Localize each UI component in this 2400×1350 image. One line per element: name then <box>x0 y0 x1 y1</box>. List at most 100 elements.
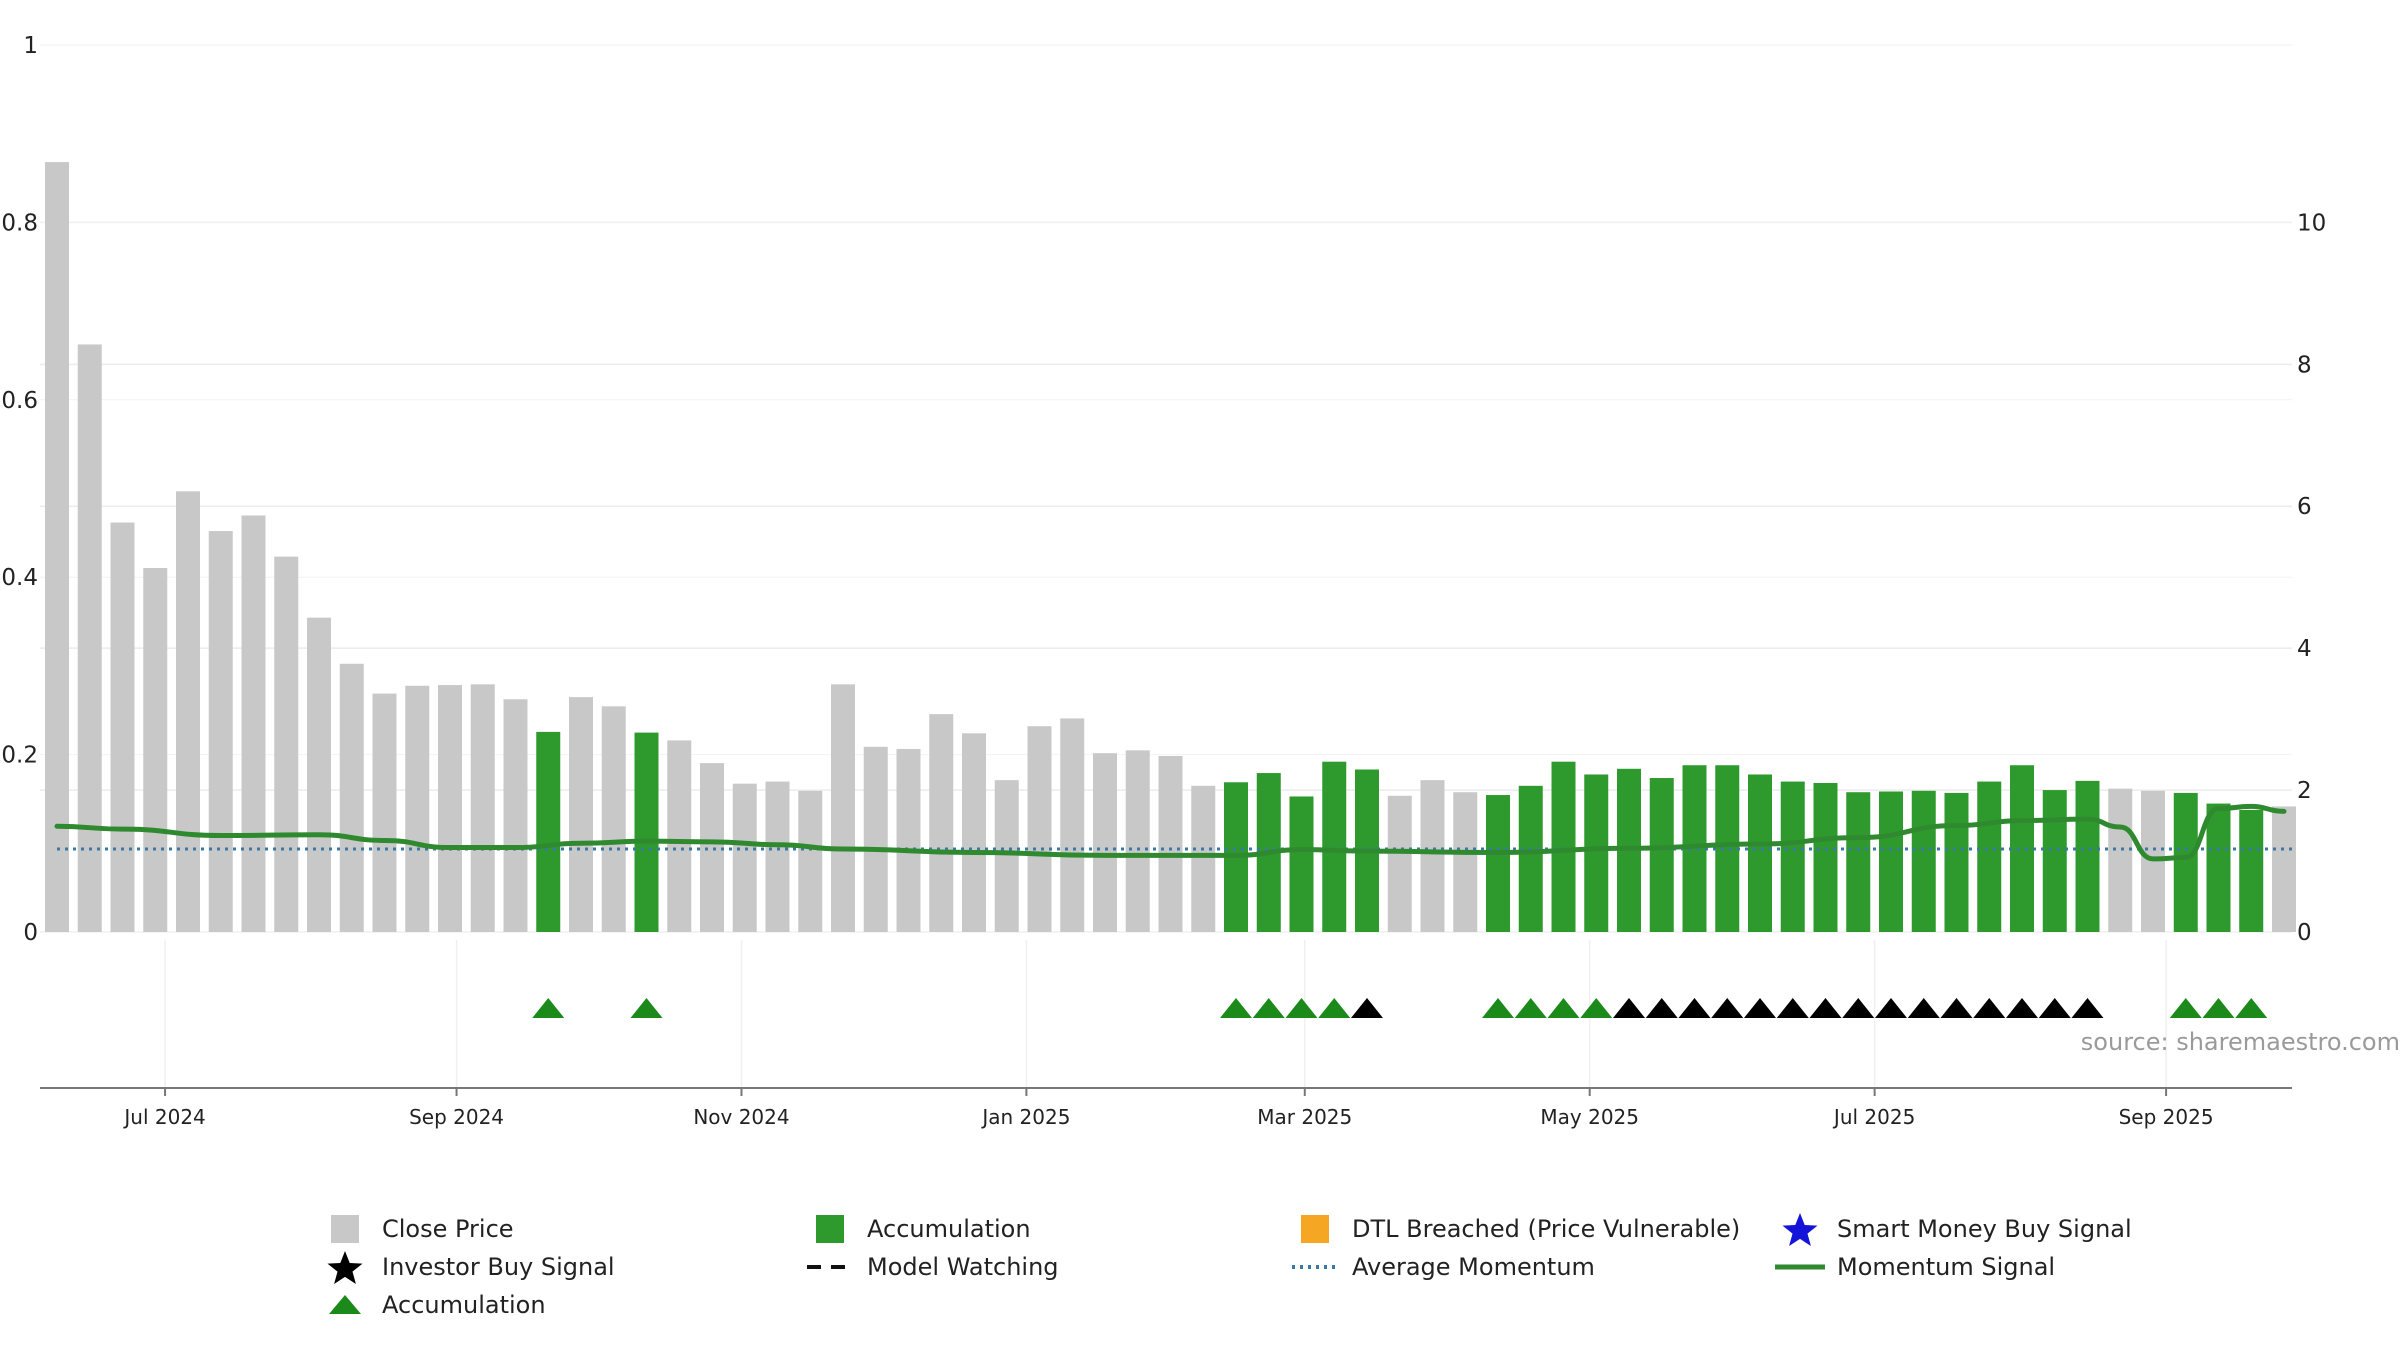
accumulation-bar <box>1780 781 1805 932</box>
investor-buy-marker <box>2038 998 2071 1018</box>
investor-buy-marker <box>1351 998 1383 1018</box>
investor-buy-marker <box>1940 998 1973 1018</box>
accumulation-bar <box>1944 792 1969 932</box>
close-price-bar <box>45 162 69 933</box>
accumulation-bar <box>2075 780 2100 932</box>
right-tick-label: 2 <box>2297 778 2312 804</box>
close-price-bar <box>470 684 495 932</box>
accumulation-bar <box>1748 774 1772 932</box>
legend-label: Smart Money Buy Signal <box>1837 1215 2132 1243</box>
close-price-bar <box>863 746 888 932</box>
accumulation-marker <box>1547 998 1580 1018</box>
legend-label: Close Price <box>382 1215 514 1243</box>
accumulation-marker <box>1252 998 1285 1018</box>
accumulation-bar <box>2173 792 2198 932</box>
investor-buy-marker <box>1711 998 1744 1018</box>
close-price-bar <box>896 748 921 932</box>
legend-item: Accumulation <box>320 1286 805 1324</box>
accumulation-bar <box>2042 790 2067 932</box>
legend-symbol-star-black <box>320 1249 370 1285</box>
legend-symbol-square-orange <box>1290 1211 1340 1247</box>
accumulation-marker <box>2235 998 2268 1018</box>
investor-buy-marker <box>1744 998 1776 1018</box>
accumulation-marker <box>1220 998 1252 1018</box>
close-price-bar <box>1191 785 1216 932</box>
accumulation-bar <box>1846 792 1871 932</box>
close-price-bar <box>1453 792 1478 932</box>
source-label: source: sharemaestro.com <box>2081 1028 2400 1056</box>
right-tick-label: 0 <box>2297 920 2312 946</box>
accumulation-bar <box>1584 774 1609 932</box>
legend-symbol-line-green <box>1775 1249 1825 1285</box>
axes: Jul 2024 Sep 2024 Nov 2024 Jan 2025 Mar 2025… <box>1 33 2326 1129</box>
close-price-bar <box>372 693 397 932</box>
close-price-bar <box>1387 795 1412 932</box>
investor-buy-marker <box>1875 998 1907 1018</box>
accumulation-bar <box>634 732 659 932</box>
accumulation-marker <box>1285 998 1318 1018</box>
accumulation-bar <box>2206 803 2231 932</box>
accumulation-marker <box>1318 998 1351 1018</box>
left-tick-label: 1 <box>23 33 38 59</box>
legend-symbol-dotted-blue <box>1290 1249 1340 1285</box>
close-price-bar <box>77 344 102 933</box>
legend-symbol-square-green <box>805 1211 855 1247</box>
close-price-bar <box>601 706 626 932</box>
left-tick-label: 0.4 <box>1 565 38 591</box>
legend-item: Close Price <box>320 1210 805 1248</box>
legend-label: Model Watching <box>867 1253 1059 1281</box>
legend-item: Momentum Signal <box>1775 1248 2200 1286</box>
close-price-bar <box>732 783 757 932</box>
x-tick-label: Mar 2025 <box>1257 1105 1352 1129</box>
close-price-bar <box>962 733 986 932</box>
close-price-bar <box>569 697 593 932</box>
close-price-bar <box>1420 780 1445 932</box>
x-tick-label: Sep 2024 <box>409 1105 504 1129</box>
legend-symbol-star-blue <box>1775 1211 1825 1247</box>
close-price-bar <box>765 781 790 932</box>
accumulation-marker <box>630 998 663 1018</box>
close-price-bar <box>994 780 1019 932</box>
investor-buy-marker <box>2071 998 2104 1018</box>
close-price-bar <box>700 763 724 932</box>
price-bars <box>45 162 2296 933</box>
accumulation-marker <box>1580 998 1613 1018</box>
investor-buy-marker <box>1613 998 1645 1018</box>
accumulation-bar <box>1551 761 1576 932</box>
accumulation-bar <box>1977 781 2002 932</box>
momentum-signal-line <box>54 803 2287 862</box>
legend-item: Smart Money Buy Signal <box>1775 1210 2200 1248</box>
close-price-bar <box>143 567 168 932</box>
close-price-bar <box>798 790 823 932</box>
legend-label: Average Momentum <box>1352 1253 1595 1281</box>
momentum-lines <box>54 803 2296 862</box>
x-tick-label: Nov 2024 <box>693 1105 789 1129</box>
close-price-bar <box>1158 756 1183 932</box>
accumulation-marker <box>1482 998 1514 1018</box>
accumulation-bar <box>1322 761 1347 932</box>
accumulation-bar <box>1649 778 1674 932</box>
left-tick-label: 0.8 <box>1 210 38 236</box>
legend-label: Accumulation <box>867 1215 1031 1243</box>
accumulation-bar <box>1813 782 1838 932</box>
accumulation-bar <box>2239 809 2264 932</box>
accumulation-marker <box>2202 998 2235 1018</box>
close-price-bar <box>110 522 135 932</box>
left-tick-label: 0 <box>23 920 38 946</box>
legend-item: Average Momentum <box>1290 1248 1775 1286</box>
investor-buy-marker <box>1678 998 1711 1018</box>
x-tick-label: Sep 2025 <box>2119 1105 2214 1129</box>
x-tick-label: May 2025 <box>1540 1105 1639 1129</box>
investor-buy-marker <box>1842 998 1875 1018</box>
legend-item: DTL Breached (Price Vulnerable) <box>1290 1210 1775 1248</box>
close-price-bar <box>1060 718 1085 932</box>
legend: Close Price Accumulation DTL Breached (Pri… <box>320 1210 2200 1340</box>
x-tick-label: Jan 2025 <box>980 1105 1070 1129</box>
close-price-bar <box>307 617 331 932</box>
legend-symbol-dash-black <box>805 1249 855 1285</box>
legend-item: Model Watching <box>805 1248 1290 1286</box>
right-tick-label: 6 <box>2297 494 2312 520</box>
accumulation-bar <box>2010 765 2034 932</box>
close-price-bar <box>503 699 528 932</box>
close-price-bar <box>241 515 266 932</box>
